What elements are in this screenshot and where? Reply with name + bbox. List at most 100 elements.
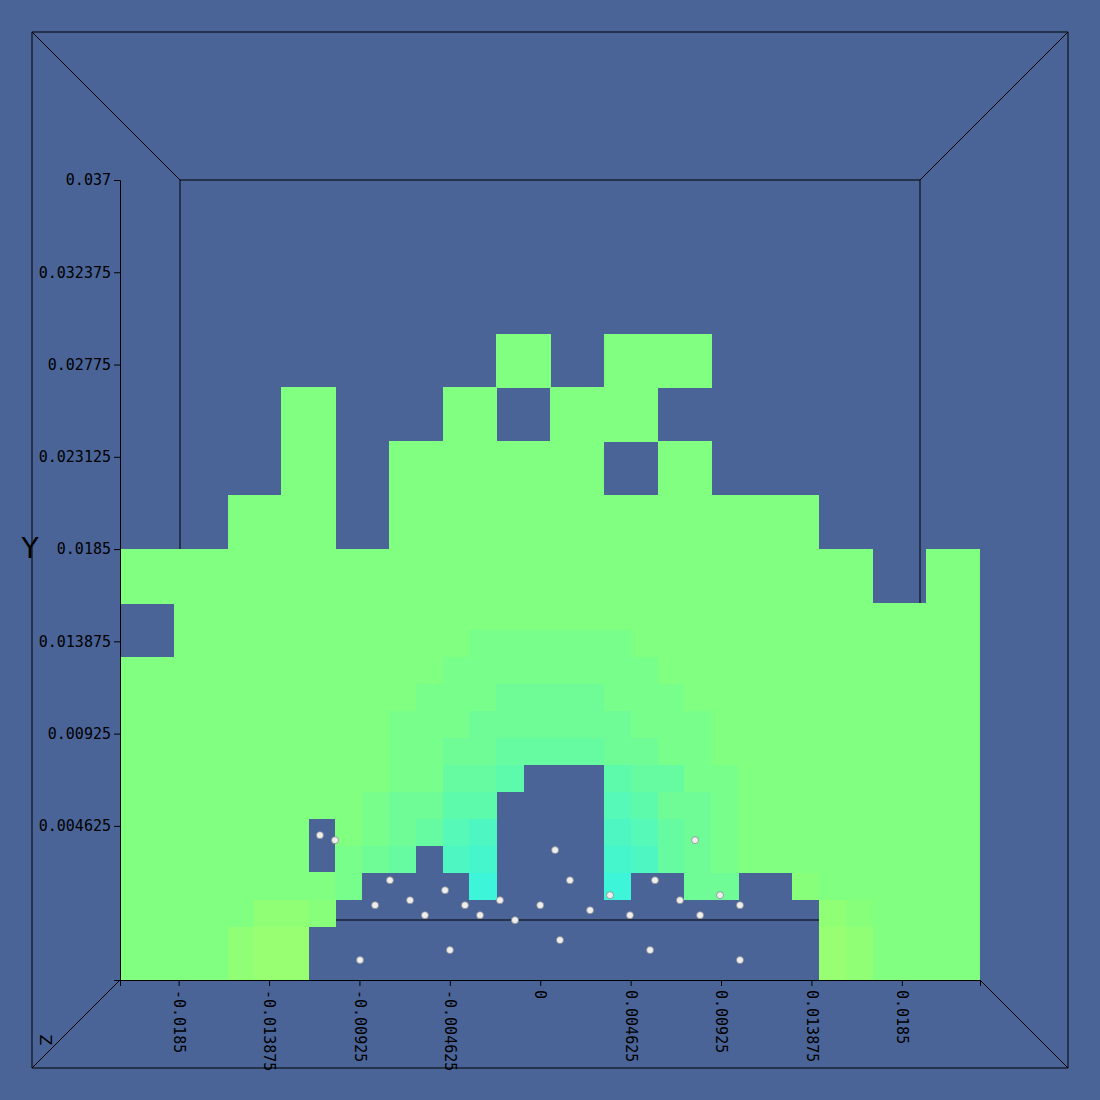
heatmap-cell [443, 495, 470, 523]
heatmap-cell [228, 872, 255, 900]
heatmap-cell [416, 441, 443, 469]
heatmap-cell [147, 684, 174, 712]
heatmap-cell [416, 684, 443, 712]
heatmap-cell [738, 684, 765, 712]
heatmap-cell [281, 657, 308, 685]
heatmap-cell [926, 576, 953, 604]
heatmap-cell [550, 441, 577, 469]
heatmap-cell [254, 818, 281, 846]
droplet [552, 847, 559, 854]
heatmap-cell [953, 872, 980, 900]
heatmap-cell [926, 845, 953, 873]
heatmap-cell [201, 738, 228, 766]
heatmap-cell [738, 791, 765, 819]
heatmap-cell [684, 818, 711, 846]
heatmap-cell [819, 657, 846, 685]
heatmap-cell [899, 953, 926, 980]
heatmap-cell [550, 414, 577, 442]
droplet [556, 937, 563, 944]
heatmap-cell [201, 576, 228, 604]
heatmap-cell [819, 899, 846, 927]
heatmap-cell [443, 468, 470, 496]
heatmap-cell [228, 522, 255, 550]
heatmap-cell [523, 657, 550, 685]
heatmap-cell [174, 738, 201, 766]
heatmap-cell [684, 630, 711, 658]
droplet [442, 887, 449, 894]
heatmap-cell [792, 603, 819, 631]
heatmap-cell [711, 495, 738, 523]
box-edge [180, 180, 920, 181]
heatmap-cell [281, 387, 308, 415]
heatmap-cell [873, 872, 900, 900]
heatmap-cell [496, 441, 523, 469]
heatmap-cell [523, 361, 550, 389]
heatmap-cell [926, 630, 953, 658]
droplet [736, 957, 743, 964]
heatmap-cell [631, 387, 658, 415]
heatmap-cell [469, 791, 496, 819]
heatmap-cell [523, 468, 550, 496]
heatmap-cell [308, 738, 335, 766]
heatmap-cell [738, 765, 765, 793]
heatmap-cell [684, 361, 711, 389]
heatmap-cell [281, 522, 308, 550]
heatmap-cell [523, 334, 550, 362]
heatmap-cell [846, 818, 873, 846]
heatmap-cell [443, 522, 470, 550]
heatmap-cell [550, 603, 577, 631]
heatmap-cell [765, 818, 792, 846]
heatmap-cell [308, 441, 335, 469]
heatmap-cell [389, 495, 416, 523]
heatmap-cell [765, 657, 792, 685]
heatmap-cell [577, 738, 604, 766]
heatmap-cell [362, 845, 389, 873]
heatmap-cell [120, 872, 147, 900]
heatmap-cell [281, 791, 308, 819]
heatmap-cell [281, 684, 308, 712]
heatmap-cell [308, 765, 335, 793]
heatmap-cell [873, 953, 900, 980]
y-tick-mark [114, 826, 120, 827]
heatmap-cell [147, 657, 174, 685]
heatmap-cell [228, 899, 255, 927]
heatmap-cell [523, 603, 550, 631]
heatmap-cell [899, 657, 926, 685]
heatmap-cell [658, 441, 685, 469]
droplet [651, 877, 658, 884]
x-axis: -0.0185-0.013875-0.00925-0.00462500.0046… [121, 980, 981, 1071]
heatmap-cell [711, 845, 738, 873]
heatmap-cell [953, 576, 980, 604]
heatmap-cell [819, 765, 846, 793]
heatmap-cell [684, 872, 711, 900]
heatmap-cell [577, 603, 604, 631]
x-tick: 0 [531, 980, 549, 999]
x-tick: 0.004625 [622, 980, 640, 1062]
heatmap-cell [308, 711, 335, 739]
y-tick: 0.0185 [57, 540, 120, 558]
heatmap-cell [684, 495, 711, 523]
heatmap-cell [953, 657, 980, 685]
y-tick-mark [114, 180, 120, 181]
heatmap-cell [631, 684, 658, 712]
heatmap-cell [873, 657, 900, 685]
heatmap-cell [684, 522, 711, 550]
heatmap-cell [308, 630, 335, 658]
heatmap-cell [711, 818, 738, 846]
x-tick-mark [269, 980, 270, 986]
heatmap-cell [658, 603, 685, 631]
heatmap-cell [926, 765, 953, 793]
x-axis-line [121, 981, 981, 987]
heatmap-cell [658, 684, 685, 712]
heatmap-cell [416, 657, 443, 685]
heatmap-cell [174, 926, 201, 954]
heatmap-cell [147, 791, 174, 819]
heatmap-cell [469, 738, 496, 766]
heatmap-cell [873, 711, 900, 739]
droplet [357, 957, 364, 964]
heatmap-cell [228, 845, 255, 873]
heatmap-cell [684, 603, 711, 631]
heatmap-cell [281, 738, 308, 766]
heatmap-cell [416, 603, 443, 631]
heatmap-cell [254, 711, 281, 739]
